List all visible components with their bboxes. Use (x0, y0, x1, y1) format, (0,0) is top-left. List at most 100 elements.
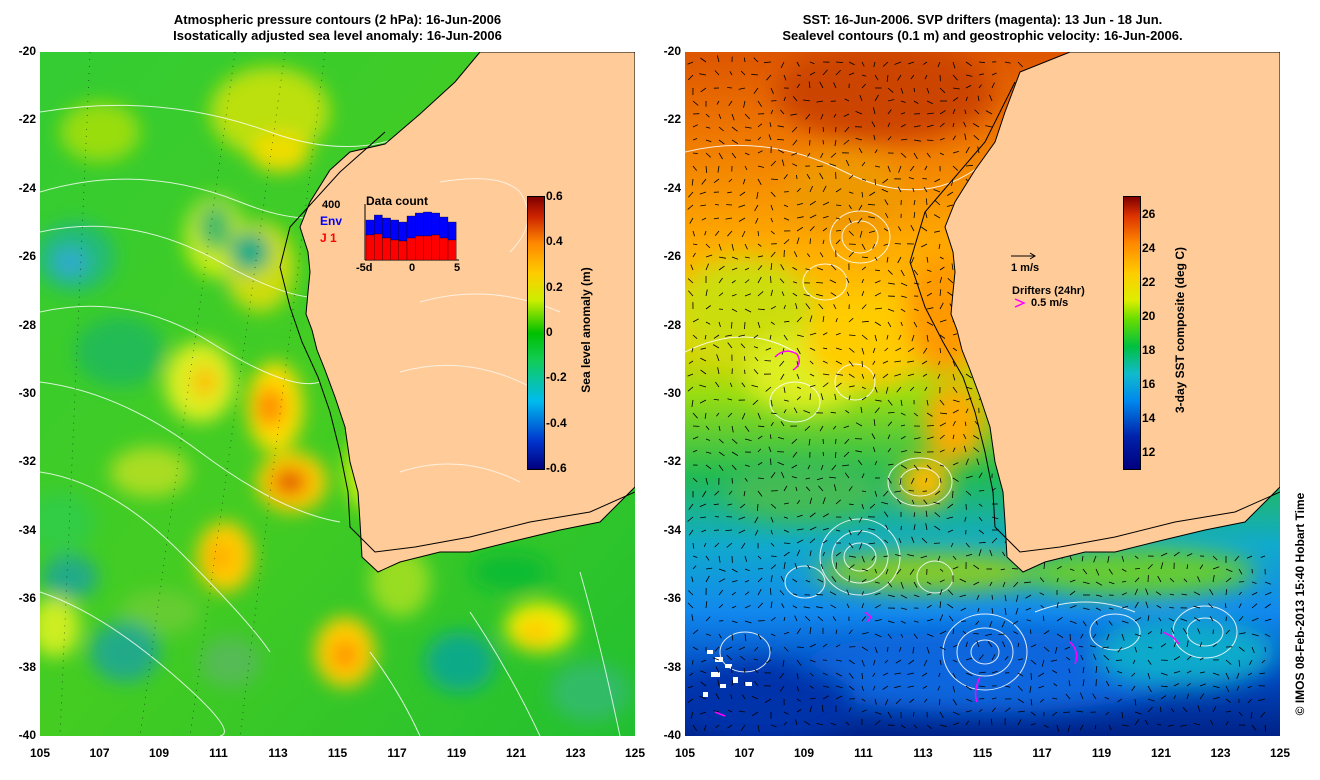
velocity-arrow (692, 646, 699, 651)
velocity-arrow (872, 672, 876, 677)
velocity-arrow (714, 230, 720, 237)
velocity-arrow (985, 125, 993, 128)
imos-credit: © IMOS 08-Feb-2013 15:40 Hobart Time (1293, 492, 1307, 716)
velocity-arrow (938, 698, 941, 706)
velocity-arrow (908, 659, 915, 665)
velocity-arrow (822, 513, 830, 518)
velocity-arrow (952, 434, 955, 440)
velocity-arrow (691, 614, 694, 622)
velocity-arrow (1264, 618, 1272, 622)
velocity-arrow (783, 96, 786, 102)
velocity-arrow (770, 178, 778, 180)
inset-j1-bar (365, 234, 375, 261)
velocity-arrow (900, 269, 905, 277)
velocity-arrow (900, 100, 906, 103)
velocity-arrow (963, 433, 967, 440)
velocity-arrow (926, 112, 934, 115)
sea-level-colorbar (527, 196, 545, 470)
velocity-arrow (703, 542, 707, 547)
velocity-arrow (692, 138, 698, 141)
velocity-arrow (744, 464, 750, 467)
velocity-arrow (939, 646, 946, 651)
velocity-arrow (692, 318, 699, 323)
velocity-arrow (835, 204, 842, 206)
velocity-arrow (1082, 568, 1088, 575)
velocity-arrow (1193, 617, 1201, 622)
velocity-arrow (887, 633, 892, 639)
velocity-arrow (783, 631, 790, 635)
velocity-arrow (874, 581, 880, 584)
velocity-arrow (861, 373, 865, 379)
velocity-arrow (965, 698, 973, 702)
velocity-arrow (939, 87, 946, 94)
inset-legend-j1: J 1 (320, 231, 337, 245)
velocity-arrow (726, 542, 733, 548)
velocity-arrow (770, 588, 772, 596)
velocity-arrow (871, 121, 876, 128)
velocity-arrow (989, 581, 993, 587)
velocity-arrow (1017, 698, 1025, 704)
velocity-arrow (757, 477, 764, 479)
velocity-arrow (753, 369, 759, 375)
velocity-arrow (705, 425, 710, 430)
velocity-arrow (794, 615, 798, 622)
velocity-arrow (757, 136, 761, 141)
velocity-arrow (843, 113, 850, 117)
velocity-arrow (885, 524, 889, 531)
velocity-arrow (1134, 588, 1138, 596)
velocity-arrow (861, 178, 867, 181)
velocity-arrow (1011, 568, 1019, 570)
velocity-arrow (884, 659, 889, 664)
velocity-arrow (874, 604, 881, 609)
velocity-arrow (861, 334, 868, 340)
inset-j1-bar (431, 234, 440, 261)
velocity-arrow (809, 697, 816, 700)
velocity-arrow (728, 490, 733, 495)
velocity-arrow (861, 578, 867, 583)
left-lon-tick: 109 (148, 746, 170, 760)
right-lon-tick: 105 (674, 746, 696, 760)
velocity-arrow (753, 87, 759, 94)
velocity-arrow (1134, 617, 1142, 622)
velocity-arrow (907, 347, 915, 353)
velocity-arrow (861, 709, 867, 713)
velocity-arrow (848, 334, 856, 336)
velocity-arrow (835, 373, 843, 376)
velocity-arrow (717, 679, 720, 687)
velocity-arrow (755, 217, 759, 224)
velocity-arrow (1212, 555, 1218, 561)
velocity-arrow (718, 277, 723, 284)
velocity-arrow (751, 711, 759, 717)
velocity-arrow (833, 113, 837, 118)
velocity-arrow (791, 126, 798, 133)
velocity-arrow (1069, 633, 1071, 641)
velocity-arrow (921, 360, 928, 365)
velocity-arrow (921, 226, 928, 232)
velocity-arrow (765, 386, 772, 392)
sst-map (685, 52, 1280, 736)
velocity-arrow (754, 356, 759, 362)
left-lon-tick: 119 (446, 746, 467, 760)
velocity-arrow (1017, 710, 1025, 713)
land-contours (399, 178, 561, 483)
velocity-arrow (926, 139, 934, 141)
velocity-arrow (740, 724, 746, 731)
velocity-arrow (843, 451, 850, 458)
velocity-arrow (705, 575, 710, 583)
velocity-arrow (1168, 617, 1175, 622)
velocity-arrow (713, 503, 720, 506)
velocity-arrow (829, 591, 837, 596)
velocity-arrow (900, 87, 904, 94)
velocity-arrow (861, 568, 869, 572)
velocity-arrow (965, 553, 973, 557)
velocity-arrow (743, 490, 746, 497)
velocity-arrow (809, 226, 815, 232)
velocity-arrow (744, 568, 750, 572)
velocity-arrow (796, 216, 804, 219)
sealevel-contours (685, 144, 1238, 691)
velocity-arrow (873, 61, 876, 68)
sst-colorbar-tick: 18 (1142, 342, 1156, 357)
velocity-arrow (699, 73, 707, 76)
velocity-arrow (713, 399, 720, 401)
velocity-arrow (1134, 646, 1137, 653)
